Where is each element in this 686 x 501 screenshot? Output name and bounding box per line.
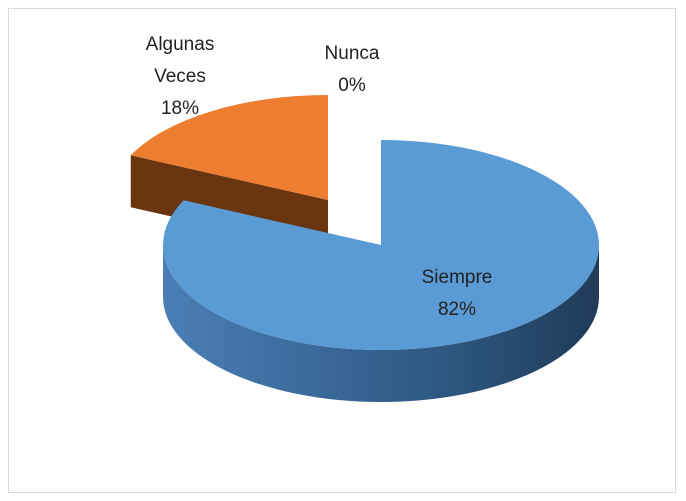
data-label: Nunca 0%	[297, 38, 407, 102]
data-label: Algunas Veces 18%	[125, 29, 235, 125]
slice	[162, 140, 599, 350]
category-label: Siempre	[421, 267, 493, 288]
value-label: 0%	[338, 75, 366, 96]
value-label: 18%	[160, 98, 200, 119]
category-label: Nunca	[324, 43, 380, 64]
chart-frame	[8, 8, 676, 493]
category-label: Algunas Veces	[145, 34, 215, 87]
slice	[130, 95, 328, 200]
slice-side	[163, 245, 599, 402]
value-label: 82%	[437, 299, 477, 320]
data-label: Siempre 82%	[402, 262, 512, 326]
